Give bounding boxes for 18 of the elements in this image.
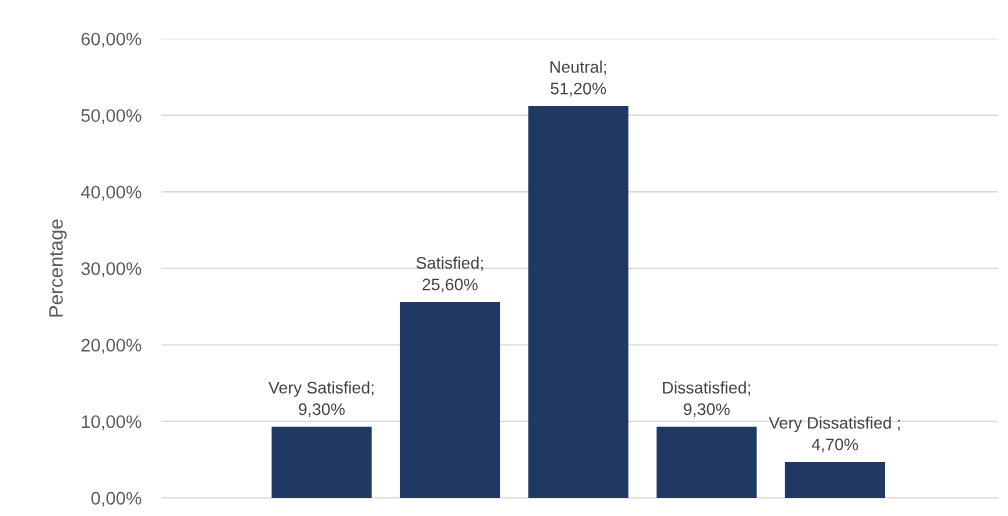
- y-tick-label: 30,00%: [81, 262, 142, 278]
- y-tick-label: 40,00%: [81, 185, 142, 201]
- data-label: Very Satisfied; 9,30%: [268, 381, 374, 418]
- data-label: Neutral; 51,20%: [550, 60, 606, 97]
- bar: [271, 426, 372, 498]
- bar: [399, 302, 501, 498]
- y-tick-label: 50,00%: [81, 109, 142, 125]
- bar: [784, 461, 885, 498]
- y-tick-label: 20,00%: [81, 338, 142, 354]
- y-axis-title: Percentage: [49, 219, 67, 317]
- y-tick-label: 60,00%: [81, 32, 142, 48]
- data-label: Dissatisfied; 9,30%: [663, 381, 751, 418]
- y-tick-label: 10,00%: [81, 415, 142, 431]
- data-label: Very Dissatisfied ; 4,70%: [768, 416, 900, 453]
- bar: [528, 106, 629, 498]
- data-label: Satisfied; 25,60%: [416, 256, 483, 293]
- bar: [656, 426, 757, 498]
- y-tick-label: 0,00%: [91, 491, 142, 507]
